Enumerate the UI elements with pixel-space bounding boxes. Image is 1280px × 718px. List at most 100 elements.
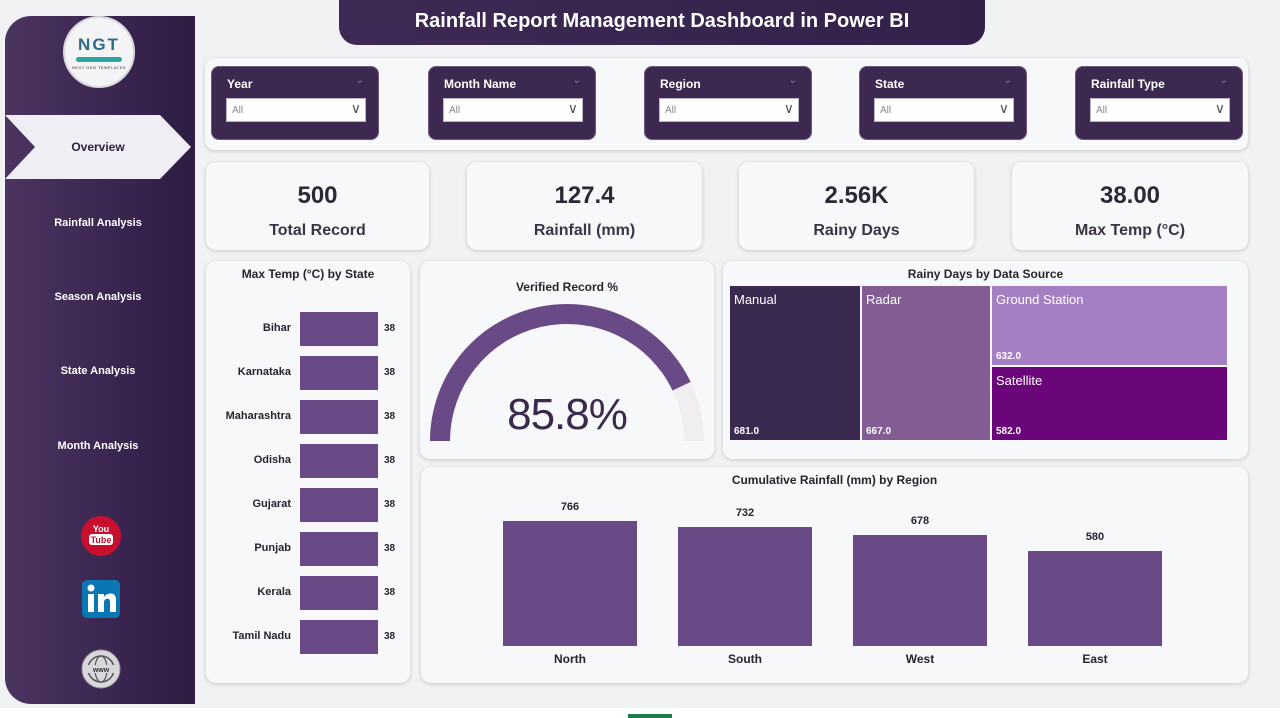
globe-icon[interactable]: www xyxy=(80,648,122,690)
treemap-cell-manual[interactable]: Manual 681.0 xyxy=(730,286,860,440)
treemap-title: Rainy Days by Data Source xyxy=(907,267,1064,281)
state-bar[interactable] xyxy=(300,532,378,566)
state-label: Bihar xyxy=(262,322,291,334)
nav-item-state-analysis[interactable]: State Analysis xyxy=(60,365,136,377)
nav-item-season-analysis[interactable]: Season Analysis xyxy=(54,291,142,303)
slicer-label: Rainfall Type xyxy=(1091,77,1165,91)
state-bar-value: 38 xyxy=(384,411,396,422)
gauge-value: 85.8% xyxy=(507,390,628,439)
slicer-month-name[interactable]: Month Name ⌄ All ∨ xyxy=(428,66,596,140)
treemap-cell-value: 632.0 xyxy=(996,351,1022,362)
kpi-rainy-days: 2.56K Rainy Days xyxy=(739,162,974,250)
gauge-graphic xyxy=(430,304,704,441)
kpi-max-temp-label: Max Temp (°C) xyxy=(1074,222,1186,239)
slicer-region[interactable]: Region ⌄ All ∨ xyxy=(644,66,812,140)
logo-subtitle: NEXT GEN TEMPLATES xyxy=(72,64,126,70)
treemap-cell-radar[interactable]: Radar 667.0 xyxy=(862,286,990,440)
state-bar[interactable] xyxy=(300,400,378,434)
caret-down-icon[interactable]: ∨ xyxy=(998,100,1009,116)
slicer-year[interactable]: Year ⌄ All ∨ xyxy=(211,66,379,140)
treemap-cell-name: Satellite xyxy=(996,373,1043,388)
youtube-icon[interactable]: You Tube xyxy=(80,515,122,557)
max-temp-chart-title: Max Temp (°C) by State xyxy=(241,267,375,281)
svg-text:You: You xyxy=(93,524,109,534)
treemap-cell-name: Radar xyxy=(866,292,902,307)
chevron-down-icon[interactable]: ⌄ xyxy=(1219,75,1228,86)
state-bar[interactable] xyxy=(300,356,378,390)
chevron-down-icon[interactable]: ⌄ xyxy=(1003,75,1012,86)
region-category-label: West xyxy=(905,652,935,666)
chevron-down-icon[interactable]: ⌄ xyxy=(572,75,581,86)
gauge-fill xyxy=(430,304,691,441)
state-bar[interactable] xyxy=(300,488,378,522)
region-category-label: East xyxy=(1082,652,1108,666)
treemap-cell-value: 667.0 xyxy=(866,426,892,437)
state-label: Gujarat xyxy=(252,498,291,510)
region-chart-title: Cumulative Rainfall (mm) by Region xyxy=(731,473,938,487)
region-bar[interactable] xyxy=(678,526,812,646)
state-label: Odisha xyxy=(253,454,291,466)
caret-down-icon[interactable]: ∨ xyxy=(783,100,794,116)
ngt-logo: NGT NEXT GEN TEMPLATES xyxy=(63,16,135,88)
state-bar[interactable] xyxy=(300,576,378,610)
state-label: Punjab xyxy=(254,542,291,554)
region-bar-value: 678 xyxy=(910,515,930,528)
slicer-state[interactable]: State ⌄ All ∨ xyxy=(859,66,1027,140)
treemap-cell-name: Manual xyxy=(734,292,777,307)
caret-down-icon[interactable]: ∨ xyxy=(1214,100,1225,116)
slicer-value: All xyxy=(665,105,677,116)
logo-text: NGT xyxy=(78,34,120,54)
slicer-value: All xyxy=(232,105,244,116)
slicer-label: Year xyxy=(227,77,253,91)
treemap-cell-satellite[interactable]: Satellite 582.0 xyxy=(992,367,1227,440)
slicer-dropdown[interactable]: All ∨ xyxy=(874,98,1014,122)
state-bar-value: 38 xyxy=(384,499,396,510)
region-bar[interactable] xyxy=(503,521,637,646)
region-bar[interactable] xyxy=(853,535,987,646)
active-page-tab-indicator xyxy=(628,714,672,718)
slicer-label: State xyxy=(875,77,905,91)
page-title: Rainfall Report Management Dashboard in … xyxy=(339,0,985,45)
treemap-cell-value: 681.0 xyxy=(734,426,760,437)
region-bar-value: 766 xyxy=(560,501,580,513)
region-bar-value: 732 xyxy=(735,506,755,519)
state-label: Kerala xyxy=(257,586,291,598)
slicer-dropdown[interactable]: All ∨ xyxy=(226,98,366,122)
slicer-rainfall-type[interactable]: Rainfall Type ⌄ All ∨ xyxy=(1075,66,1243,140)
slicer-dropdown[interactable]: All ∨ xyxy=(1090,98,1230,122)
nav-item-overview[interactable]: Overview xyxy=(5,115,192,180)
region-bar[interactable] xyxy=(1028,551,1162,646)
logo-swoosh xyxy=(76,56,122,62)
caret-down-icon[interactable]: ∨ xyxy=(350,100,361,116)
nav-item-rainfall-analysis[interactable]: Rainfall Analysis xyxy=(54,217,142,229)
kpi-rainfall: 127.4 Rainfall (mm) xyxy=(467,162,702,250)
state-bar-value: 38 xyxy=(384,367,396,378)
nav-item-month-analysis[interactable]: Month Analysis xyxy=(57,440,139,452)
state-bar-value: 38 xyxy=(384,543,396,554)
kpi-max-temp: 38.00 Max Temp (°C) xyxy=(1012,162,1248,250)
chevron-down-icon[interactable]: ⌄ xyxy=(788,75,797,86)
treemap-cell-value: 582.0 xyxy=(996,426,1022,437)
treemap-cell-ground-station[interactable]: Ground Station 632.0 xyxy=(992,286,1227,365)
caret-down-icon[interactable]: ∨ xyxy=(567,100,578,116)
chevron-down-icon[interactable]: ⌄ xyxy=(355,75,364,86)
slicer-value: All xyxy=(449,105,461,116)
state-bar-value: 38 xyxy=(384,587,396,598)
state-bar[interactable] xyxy=(300,312,378,346)
state-bar[interactable] xyxy=(300,444,378,478)
state-bar-value: 38 xyxy=(384,631,396,642)
region-bar-value: 580 xyxy=(1085,531,1105,544)
state-label: Karnataka xyxy=(237,366,291,378)
kpi-total-record-value: 500 xyxy=(297,182,338,209)
kpi-total-record: 500 Total Record xyxy=(206,162,429,250)
sidebar: NGT NEXT GEN TEMPLATES Overview Rainfall… xyxy=(5,16,195,704)
state-bar[interactable] xyxy=(300,620,378,654)
slicer-value: All xyxy=(880,105,892,116)
linkedin-icon[interactable] xyxy=(80,578,122,620)
slicer-dropdown[interactable]: All ∨ xyxy=(659,98,799,122)
slicer-dropdown[interactable]: All ∨ xyxy=(443,98,583,122)
state-bar-value: 38 xyxy=(384,455,396,466)
svg-text:www: www xyxy=(92,667,110,674)
slicer-label: Month Name xyxy=(444,77,516,91)
